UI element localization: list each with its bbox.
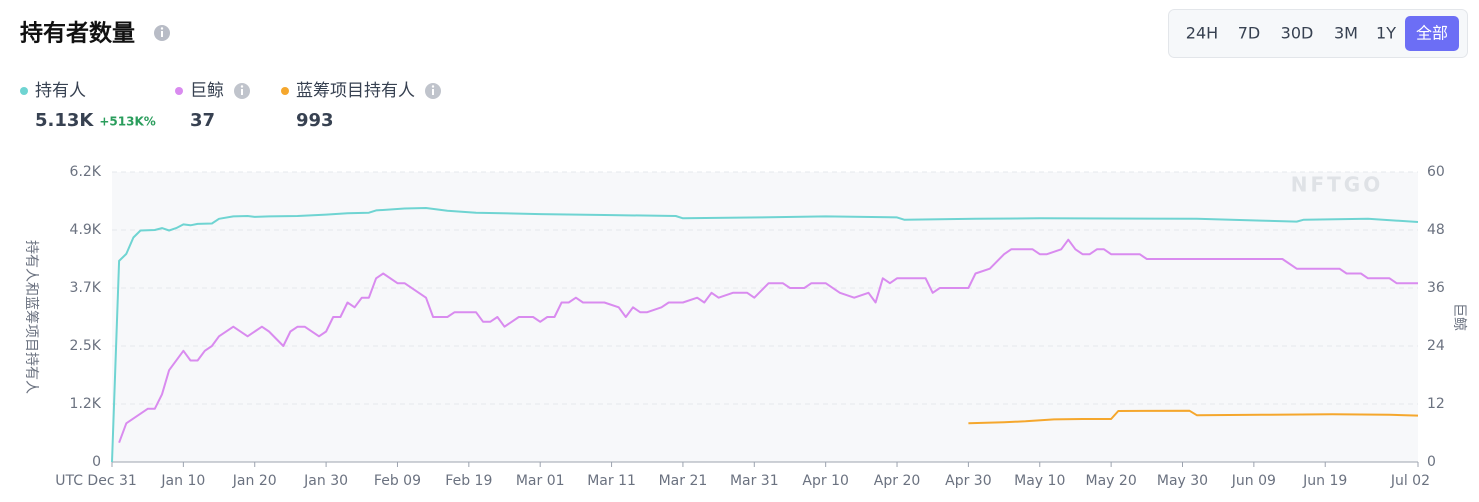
info-icon [425, 83, 441, 99]
info-icon [154, 25, 170, 41]
summary-value: 5.13K [35, 110, 94, 131]
range-label[interactable]: 1Y [1376, 24, 1396, 43]
x-tick-label: UTC Dec 31 [55, 473, 137, 489]
y2-tick-label: 12 [1427, 396, 1445, 412]
x-tick-label: Apr 20 [874, 473, 920, 489]
x-tick-label: Jun 19 [1302, 473, 1347, 489]
info-point [240, 85, 244, 88]
y2-tick-label: 36 [1427, 280, 1445, 296]
range-button[interactable] [1405, 16, 1459, 51]
title: 持有者数量 [20, 20, 135, 47]
summary-value: 993 [296, 110, 334, 131]
range-label[interactable]: 全部 [1416, 24, 1448, 43]
series-line [118, 238, 1418, 444]
y2-tick-label: 48 [1427, 222, 1445, 238]
x-tick-label: May 30 [1157, 473, 1208, 489]
series-line [968, 409, 1419, 425]
info-bar [241, 89, 243, 95]
y-tick-label: 2.5K [70, 338, 102, 354]
info-icon [234, 83, 250, 99]
legend-dot[interactable] [175, 87, 183, 95]
range-label[interactable]: 30D [1281, 24, 1314, 43]
summary-change: +513K% [99, 115, 155, 129]
x-tick-label: Mar 01 [516, 473, 565, 489]
y-axis-title: 持有人和蓝筹项目持有人 [23, 240, 40, 394]
range-label[interactable]: 7D [1238, 24, 1261, 43]
x-tick-label: Jan 10 [160, 473, 205, 489]
info-point [431, 85, 435, 88]
legend-label[interactable]: 持有人 [35, 81, 86, 101]
x-tick-label: May 20 [1086, 473, 1137, 489]
x-tick-label: Jan 30 [303, 473, 348, 489]
legend-dot[interactable] [281, 87, 289, 95]
y-tick-label: 3.7K [70, 280, 102, 296]
y2-tick-label: 24 [1427, 338, 1445, 354]
plot-area [112, 172, 1418, 462]
y-tick-label: 0 [92, 454, 101, 470]
legend-label[interactable]: 蓝筹项目持有人 [296, 81, 415, 101]
y2-tick-label: 0 [1427, 454, 1436, 470]
legend-dot[interactable] [20, 87, 28, 95]
y2-tick-label: 60 [1427, 164, 1445, 180]
summary-value: 37 [190, 110, 215, 131]
x-tick-label: Feb 09 [374, 473, 421, 489]
range-group [1168, 9, 1468, 58]
x-tick-label: Jul 02 [1390, 473, 1430, 489]
y2-axis-title: 巨鲸 [1451, 303, 1467, 331]
watermark: NFTGO [1291, 173, 1383, 197]
x-tick-label: Jun 09 [1231, 473, 1276, 489]
x-tick-label: Feb 19 [445, 473, 492, 489]
y-tick-label: 4.9K [70, 222, 102, 238]
info-bar [432, 89, 434, 95]
x-tick-label: Apr 30 [945, 473, 991, 489]
x-tick-label: Mar 21 [659, 473, 708, 489]
x-tick-label: Mar 11 [587, 473, 636, 489]
series-line [111, 207, 1419, 463]
range-label[interactable]: 3M [1334, 24, 1358, 43]
y-tick-label: 6.2K [70, 164, 102, 180]
x-tick-label: May 10 [1014, 473, 1065, 489]
y-tick-label: 1.2K [70, 396, 102, 412]
x-tick-label: Apr 10 [802, 473, 848, 489]
range-label[interactable]: 24H [1186, 24, 1218, 43]
legend-label[interactable]: 巨鲸 [190, 81, 224, 101]
x-tick-label: Jan 20 [232, 473, 277, 489]
x-tick-label: Mar 31 [730, 473, 779, 489]
